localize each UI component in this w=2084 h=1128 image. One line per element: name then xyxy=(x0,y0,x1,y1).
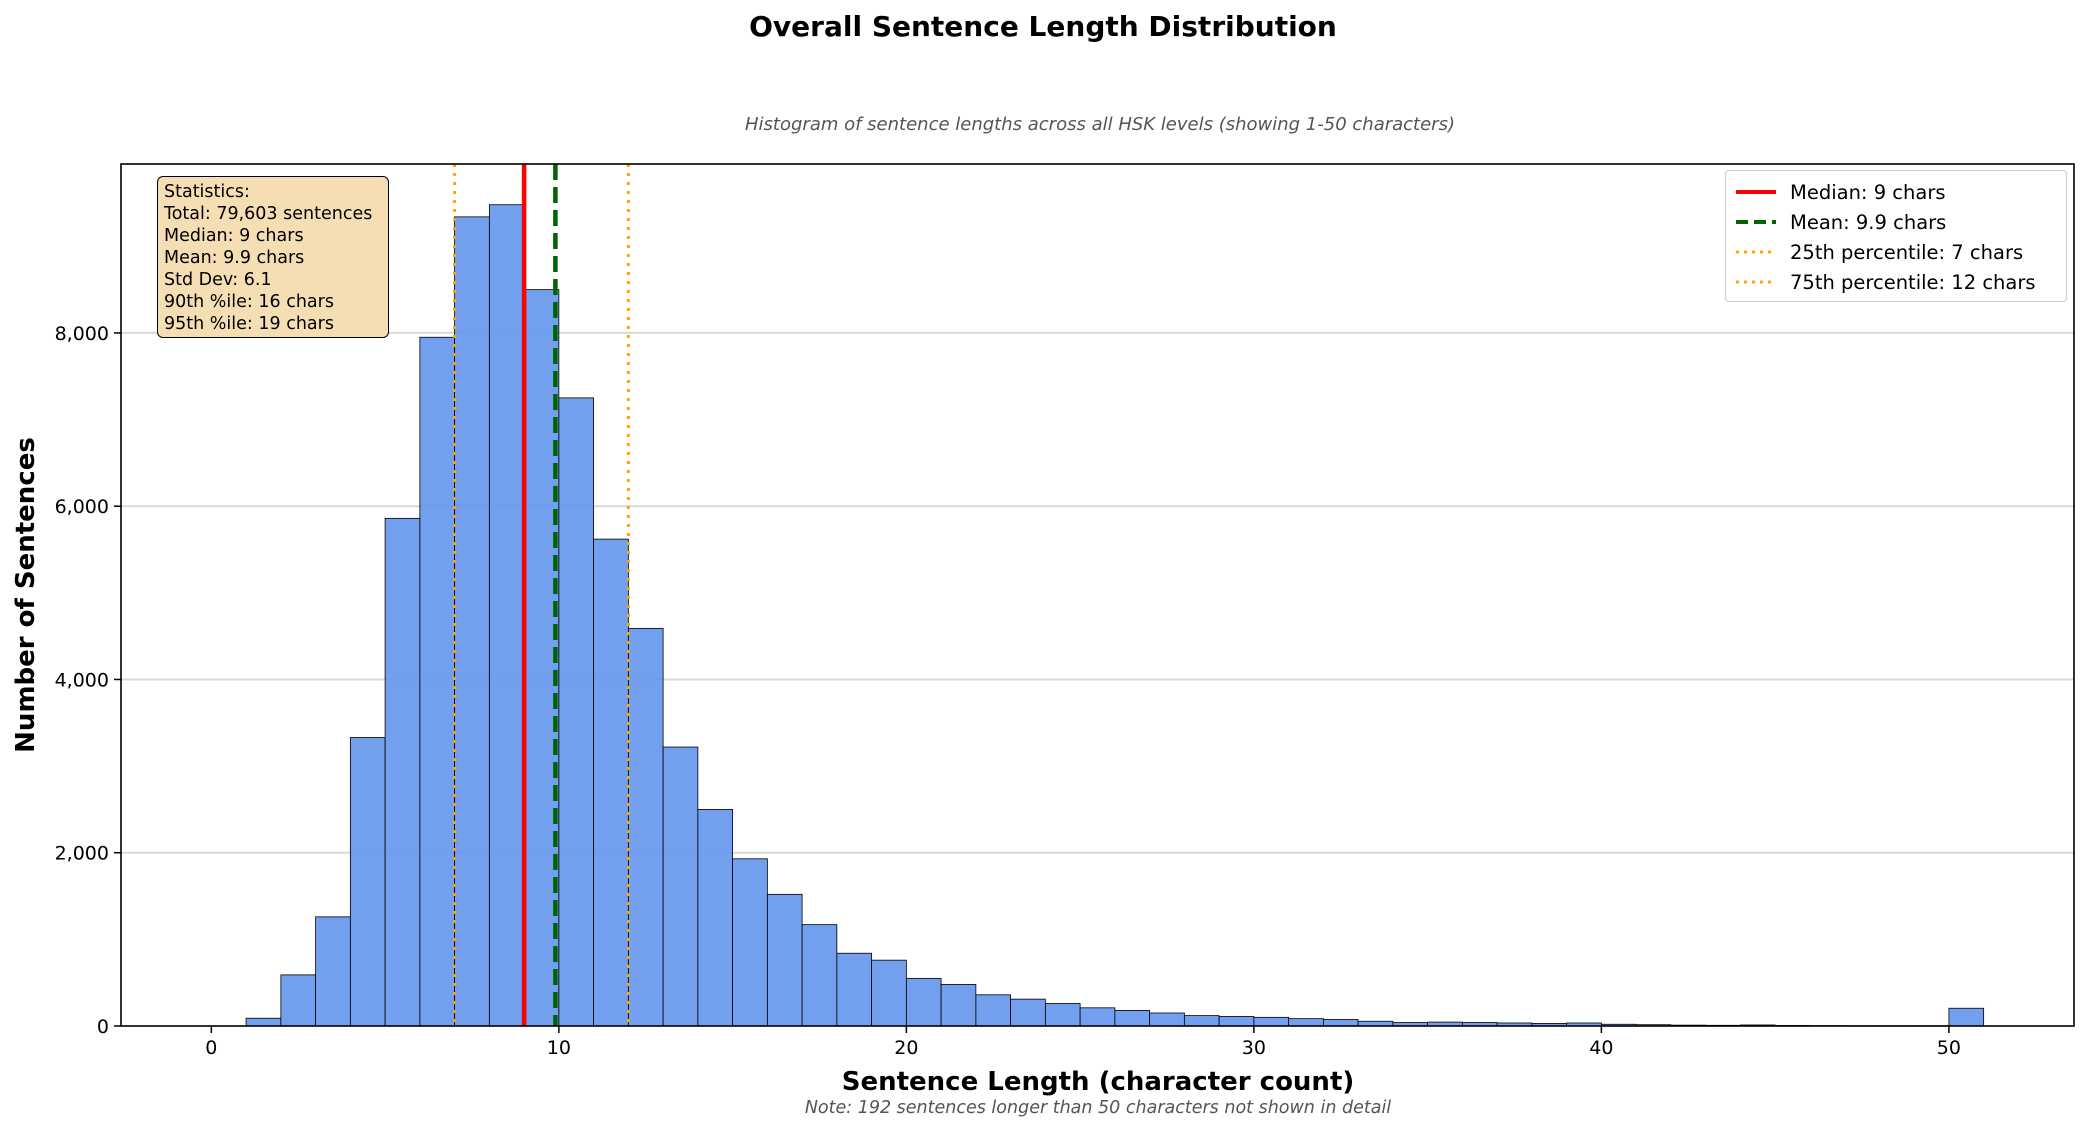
footnote: Note: 192 sentences longer than 50 chara… xyxy=(805,1098,1391,1118)
histogram-bar xyxy=(1322,1019,1359,1027)
histogram-bar xyxy=(1183,1015,1220,1027)
y-tick-label: 6,000 xyxy=(55,496,109,518)
histogram-bar xyxy=(1114,1010,1151,1027)
y-tick-label: 8,000 xyxy=(55,323,109,345)
histogram-bar xyxy=(766,893,803,1027)
histogram-bar xyxy=(245,1017,282,1027)
x-axis-label: Sentence Length (character count) xyxy=(842,1067,1355,1097)
histogram-bar xyxy=(1948,1007,1985,1027)
histogram-bar xyxy=(905,977,942,1027)
stats-line: Total: 79,603 sentences xyxy=(164,204,373,224)
histogram-bar xyxy=(801,924,838,1027)
histogram-bar xyxy=(871,959,907,1027)
x-tick-label: 50 xyxy=(1937,1037,1961,1059)
y-tick-label: 4,000 xyxy=(55,669,109,691)
histogram-bar xyxy=(836,952,873,1027)
histogram-bar xyxy=(1010,998,1046,1027)
histogram-bar xyxy=(315,916,351,1027)
legend-swatch-p25 xyxy=(1736,247,1776,257)
histogram-bar xyxy=(627,627,664,1027)
histogram-bars xyxy=(245,204,1985,1027)
y-axis-ticks: 0 2,000 4,000 6,000 8,000 xyxy=(55,323,121,1038)
histogram-bar xyxy=(454,216,490,1027)
histogram-bar xyxy=(1288,1018,1324,1027)
histogram-bar xyxy=(558,397,595,1027)
histogram-bar xyxy=(697,809,734,1027)
histogram-bar xyxy=(280,974,317,1027)
histogram-bar xyxy=(349,737,386,1027)
stats-line: Std Dev: 6.1 xyxy=(164,270,272,290)
plot-area-frame xyxy=(120,163,2075,1027)
legend-item-p75: 75th percentile: 12 chars xyxy=(1736,267,2056,297)
histogram-bar xyxy=(1253,1016,1290,1027)
statistics-box: Statistics: Total: 79,603 sentences Medi… xyxy=(157,176,389,338)
legend-item-p25: 25th percentile: 7 chars xyxy=(1736,237,2056,267)
chart-title: Overall Sentence Length Distribution xyxy=(749,10,1337,43)
legend: Median: 9 chars Mean: 9.9 chars 25th per… xyxy=(1725,170,2067,302)
legend-label: 25th percentile: 7 chars xyxy=(1790,240,2024,264)
legend-item-mean: Mean: 9.9 chars xyxy=(1736,207,2056,237)
histogram-bar xyxy=(1079,1007,1116,1027)
histogram-bar xyxy=(940,984,977,1027)
stats-line: Mean: 9.9 chars xyxy=(164,248,305,268)
histogram-bar xyxy=(662,746,699,1027)
chart-subtitle: Histogram of sentence lengths across all… xyxy=(745,114,1455,135)
histogram-bar xyxy=(593,538,629,1027)
histogram-bar xyxy=(732,858,768,1027)
reference-lines xyxy=(453,164,630,1026)
stats-line: 95th %ile: 19 chars xyxy=(164,314,334,334)
stats-line: Median: 9 chars xyxy=(164,226,304,246)
histogram-bar xyxy=(975,994,1012,1027)
x-tick-label: 10 xyxy=(547,1037,571,1059)
histogram-bar xyxy=(419,336,456,1027)
legend-swatch-median xyxy=(1736,187,1776,197)
y-tick-label: 0 xyxy=(97,1016,109,1038)
legend-swatch-mean xyxy=(1736,217,1776,227)
histogram-bar xyxy=(1044,1003,1081,1027)
histogram-bar xyxy=(1149,1012,1185,1027)
x-tick-label: 20 xyxy=(894,1037,918,1059)
y-axis-label: Number of Sentences xyxy=(11,437,41,753)
legend-label: Median: 9 chars xyxy=(1790,180,1946,204)
x-tick-label: 0 xyxy=(205,1037,217,1059)
legend-swatch-p75 xyxy=(1736,277,1776,287)
stats-line: 90th %ile: 16 chars xyxy=(164,292,334,312)
x-tick-label: 30 xyxy=(1242,1037,1266,1059)
x-tick-label: 40 xyxy=(1589,1037,1613,1059)
histogram-bar xyxy=(488,204,525,1027)
stats-line: Statistics: xyxy=(164,182,250,202)
legend-label: 75th percentile: 12 chars xyxy=(1790,270,2036,294)
histogram-bar xyxy=(384,517,421,1027)
x-axis-ticks: 0 10 20 30 40 50 xyxy=(205,1026,1961,1059)
legend-label: Mean: 9.9 chars xyxy=(1790,210,1947,234)
legend-item-median: Median: 9 chars xyxy=(1736,177,2056,207)
histogram-bar xyxy=(1218,1016,1255,1027)
y-tick-label: 2,000 xyxy=(55,843,109,865)
